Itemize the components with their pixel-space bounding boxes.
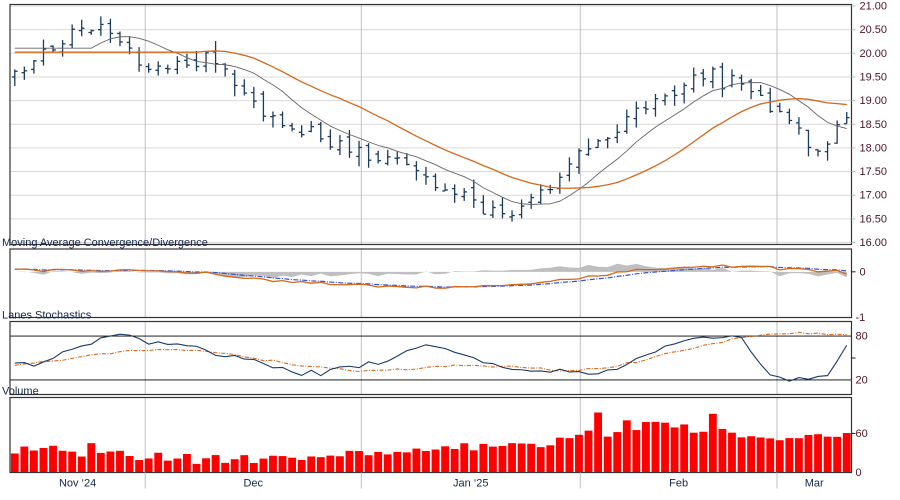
svg-text:19.00: 19.00 — [860, 95, 888, 107]
svg-text:19.50: 19.50 — [860, 71, 888, 83]
svg-text:Volume: Volume — [2, 386, 39, 398]
svg-text:20.50: 20.50 — [860, 24, 888, 36]
svg-text:18.50: 18.50 — [860, 119, 888, 131]
svg-text:0: 0 — [860, 266, 866, 278]
svg-text:Lanes Stochastics: Lanes Stochastics — [2, 310, 92, 322]
svg-text:Feb: Feb — [669, 478, 688, 490]
svg-text:20.00: 20.00 — [860, 48, 888, 60]
svg-text:20: 20 — [856, 374, 868, 386]
svg-text:-1: -1 — [856, 312, 866, 324]
svg-text:Mar: Mar — [805, 478, 824, 490]
svg-text:Dec: Dec — [243, 478, 263, 490]
svg-text:16.50: 16.50 — [860, 213, 888, 225]
svg-text:60: 60 — [856, 428, 868, 440]
svg-text:Jan ‘25: Jan ‘25 — [453, 478, 488, 490]
svg-text:18.00: 18.00 — [860, 142, 888, 154]
svg-text:16.00: 16.00 — [860, 237, 888, 249]
svg-text:17.50: 17.50 — [860, 166, 888, 178]
svg-text:21.00: 21.00 — [860, 1, 888, 13]
svg-text:0: 0 — [856, 467, 862, 479]
svg-text:80: 80 — [856, 331, 868, 343]
svg-text:17.00: 17.00 — [860, 190, 888, 202]
svg-text:Moving Average Convergence/Div: Moving Average Convergence/Divergence — [2, 237, 208, 249]
svg-text:Nov ‘24: Nov ‘24 — [59, 478, 96, 490]
